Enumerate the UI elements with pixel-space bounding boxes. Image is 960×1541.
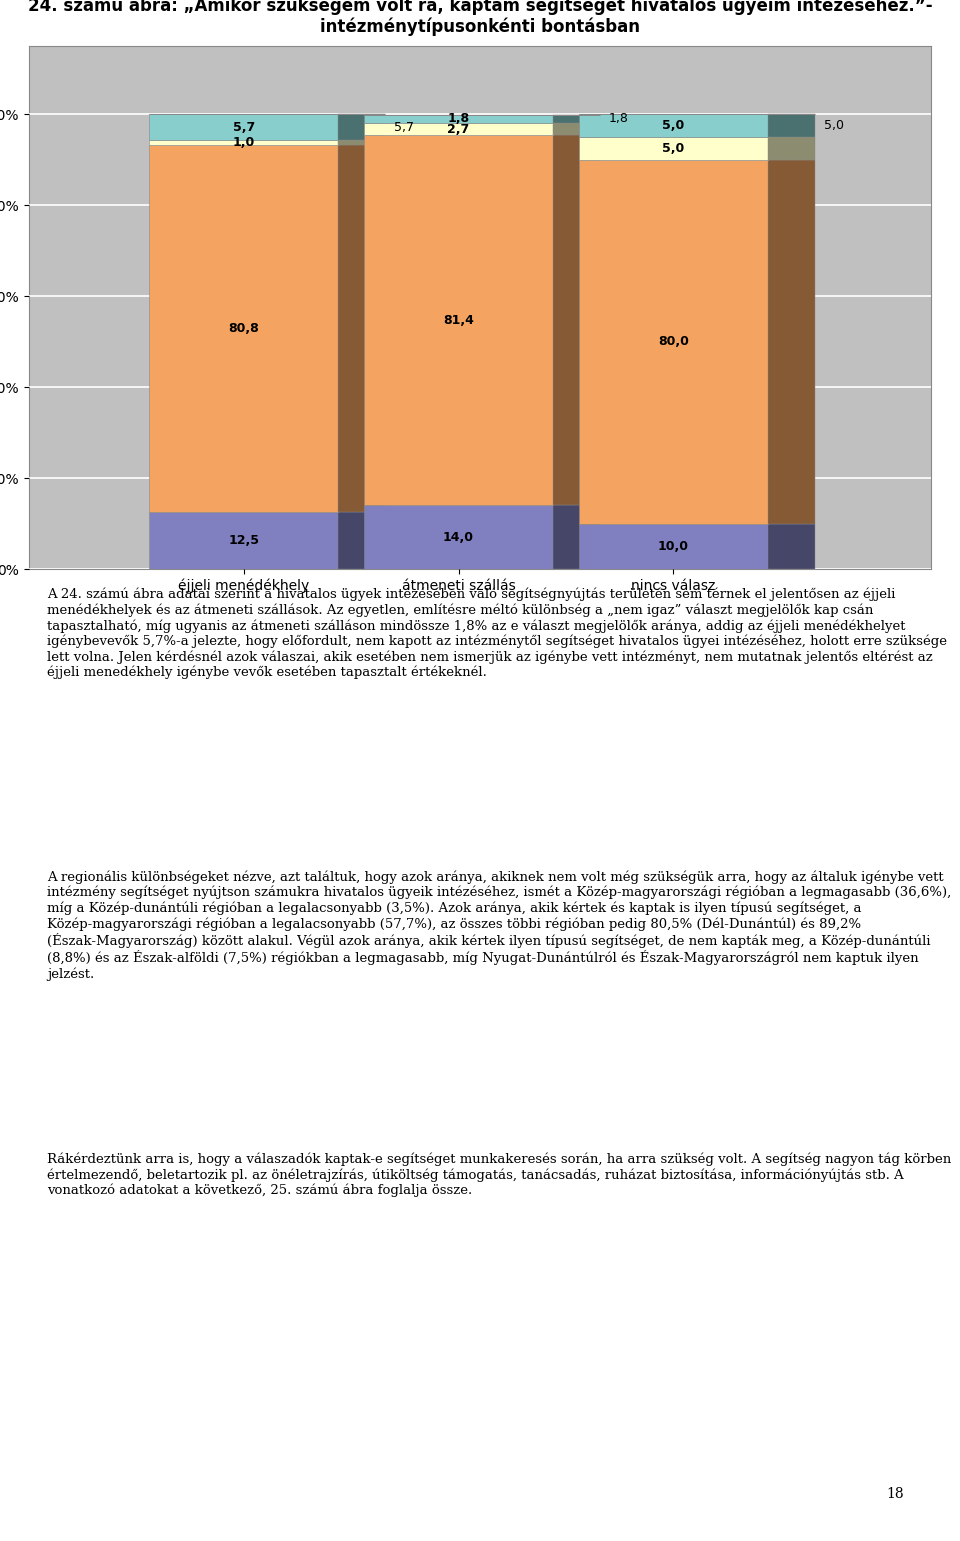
Polygon shape [338, 512, 386, 569]
Polygon shape [338, 145, 386, 512]
Polygon shape [579, 114, 768, 137]
Text: 1,8: 1,8 [609, 112, 629, 125]
Polygon shape [364, 116, 553, 123]
Text: A regionális különbségeket nézve, azt találtuk, hogy azok aránya, akiknek nem vo: A regionális különbségeket nézve, azt ta… [47, 871, 951, 982]
Text: 81,4: 81,4 [444, 314, 474, 327]
Text: A 24. számú ábra adatai szerint a hivatalos ügyek intézésében való segítségnyújt: A 24. számú ábra adatai szerint a hivata… [47, 589, 947, 680]
Polygon shape [768, 160, 815, 524]
Text: 14,0: 14,0 [443, 530, 474, 544]
Polygon shape [364, 136, 553, 505]
Text: 5,0: 5,0 [662, 119, 684, 133]
Title: 24. számú ábra: „Amikor szükségem volt rá, kaptam segítséget hivatalos ügyeim in: 24. számú ábra: „Amikor szükségem volt r… [28, 0, 932, 37]
Polygon shape [579, 137, 768, 160]
Polygon shape [338, 114, 386, 140]
Text: 5,0: 5,0 [662, 142, 684, 156]
Text: 12,5: 12,5 [228, 535, 259, 547]
Text: 80,0: 80,0 [658, 336, 689, 348]
Text: 5,7: 5,7 [232, 120, 254, 134]
Text: 5,0: 5,0 [824, 119, 844, 133]
Polygon shape [364, 123, 553, 136]
Text: 1,0: 1,0 [232, 136, 254, 149]
Polygon shape [364, 505, 553, 569]
Polygon shape [553, 116, 600, 123]
Polygon shape [149, 512, 338, 569]
Polygon shape [579, 160, 768, 524]
Text: Rákérdeztünk arra is, hogy a válaszadók kaptak-e segítséget munkakeresés során, : Rákérdeztünk arra is, hogy a válaszadók … [47, 1153, 951, 1197]
Text: 5,7: 5,7 [394, 120, 414, 134]
Polygon shape [553, 136, 600, 505]
Polygon shape [579, 524, 768, 569]
Text: 2,7: 2,7 [447, 123, 469, 136]
Polygon shape [149, 114, 338, 140]
Polygon shape [768, 524, 815, 569]
Polygon shape [338, 140, 386, 145]
Text: 10,0: 10,0 [658, 539, 689, 553]
Polygon shape [553, 505, 600, 569]
Text: 18: 18 [886, 1487, 904, 1501]
Text: 1,8: 1,8 [447, 112, 469, 125]
Polygon shape [768, 114, 815, 137]
Text: 80,8: 80,8 [228, 322, 259, 334]
Polygon shape [149, 140, 338, 145]
Polygon shape [553, 123, 600, 136]
Polygon shape [149, 145, 338, 512]
Polygon shape [768, 137, 815, 160]
